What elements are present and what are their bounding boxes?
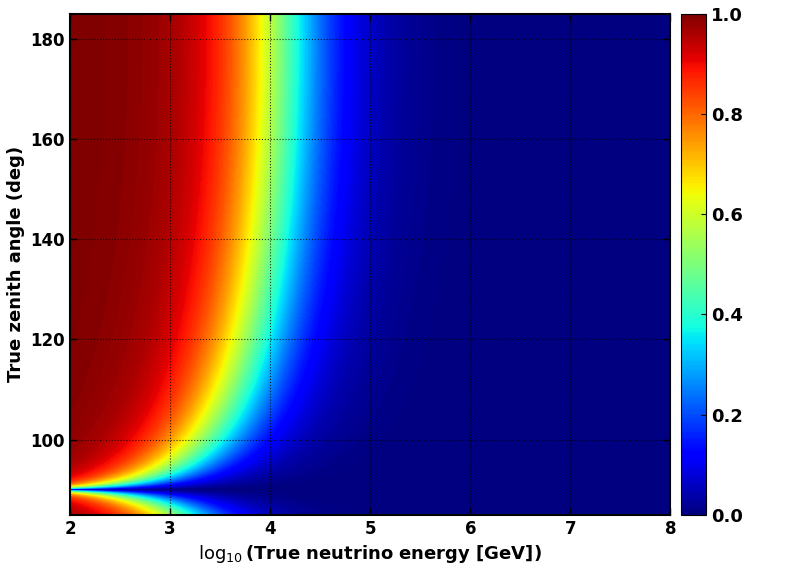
X-axis label: $\log_{10}$(True neutrino energy [GeV]): $\log_{10}$(True neutrino energy [GeV]) bbox=[198, 543, 542, 565]
Y-axis label: True zenith angle (deg): True zenith angle (deg) bbox=[7, 146, 25, 382]
